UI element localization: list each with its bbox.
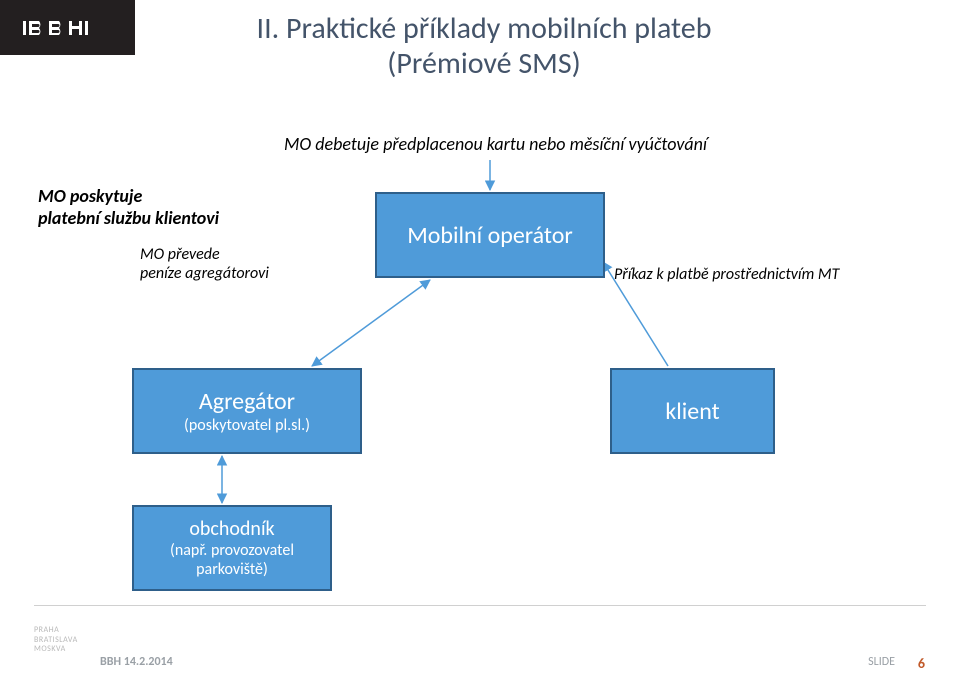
- label-transfer-1: MO převede: [140, 245, 220, 264]
- node-mobile-label: Mobilní operátor: [407, 221, 573, 250]
- node-merch-label: obchodník: [189, 517, 274, 541]
- footer-slide-label: SLIDE: [868, 655, 895, 669]
- title-line1: II. Praktické příklady mobilních plateb: [257, 10, 712, 47]
- footer-page-number: 6: [918, 655, 925, 672]
- bbh-logo-icon: [23, 13, 113, 43]
- node-client: klient: [610, 368, 775, 454]
- label-provides-2: platební službu klientovi: [38, 207, 219, 229]
- node-agg-label: Agregátor: [199, 387, 295, 416]
- label-provides-1: MO poskytuje: [38, 185, 142, 207]
- label-debit: MO debetuje předplacenou kartu nebo měsí…: [284, 133, 707, 155]
- logo: [0, 0, 135, 55]
- node-merch-sub1: (např. provozovatel: [170, 541, 294, 560]
- node-merch-sub2: parkoviště): [196, 560, 268, 579]
- node-mobile-operator: Mobilní operátor: [375, 192, 605, 278]
- footer-date: BBH 14.2.2014: [100, 655, 173, 669]
- node-merchant: obchodník (např. provozovatel parkoviště…: [132, 505, 332, 591]
- footer-cities: PRAHA BRATISLAVA MOSKVA: [34, 626, 78, 655]
- footer-divider: [34, 605, 926, 606]
- city-moskva: MOSKVA: [34, 645, 78, 655]
- node-aggregator: Agregátor (poskytovatel pl.sl.): [132, 368, 362, 454]
- slide-title: II. Praktické příklady mobilních plateb …: [214, 12, 754, 81]
- node-agg-sublabel: (poskytovatel pl.sl.): [184, 416, 310, 435]
- node-client-label: klient: [665, 397, 719, 426]
- label-transfer-2: peníze agregátorovi: [140, 264, 269, 283]
- slide: II. Praktické příklady mobilních plateb …: [0, 0, 960, 679]
- label-mt-order: Příkaz k platbě prostřednictvím MT: [614, 265, 839, 284]
- title-line2: (Prémiové SMS): [387, 45, 580, 82]
